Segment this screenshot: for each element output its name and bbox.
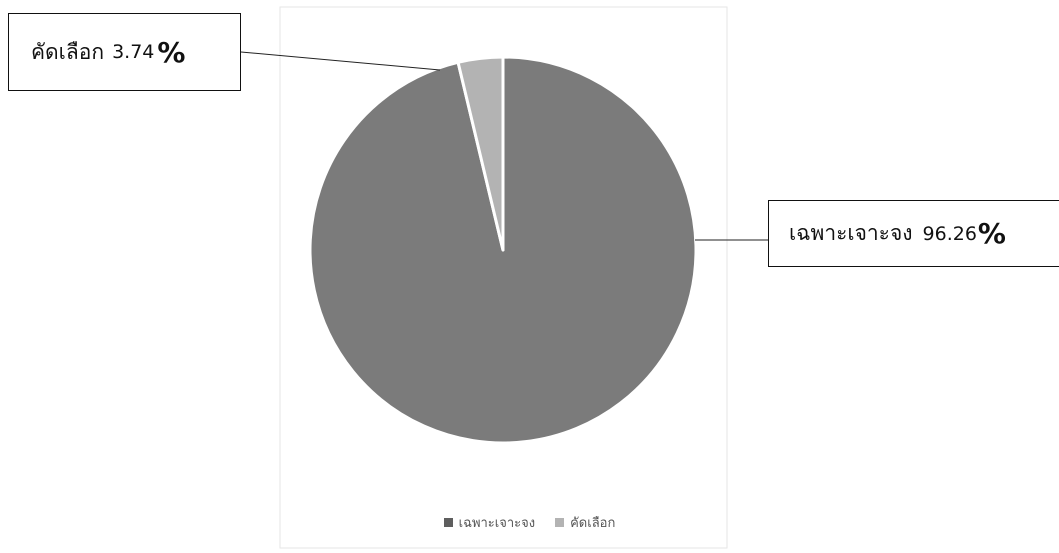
- legend-item-specific: เฉพาะเจาะจง: [443, 512, 536, 533]
- leader-line-left: [240, 51, 441, 71]
- chart-legend: เฉพาะเจาะจง คัดเลือก: [0, 512, 1059, 533]
- legend-swatch: [443, 518, 453, 527]
- legend-label: คัดเลือก: [570, 516, 616, 531]
- callout-value: 96.26: [922, 222, 977, 245]
- callout-category-name: คัดเลือก: [31, 39, 105, 64]
- pie-slice-selective: [456, 55, 505, 252]
- data-label-callout-selective: คัดเลือก 3.74 %: [8, 13, 241, 91]
- callout-value: 3.74: [112, 41, 155, 63]
- callout-percent-sign: %: [977, 217, 1006, 250]
- callout-percent-sign: %: [157, 35, 186, 69]
- legend-item-selective: คัดเลือก: [555, 512, 615, 533]
- callout-category-name: เฉพาะเจาะจง: [789, 221, 913, 245]
- data-label-callout-specific: เฉพาะเจาะจง 96.26 %: [768, 200, 1059, 267]
- legend-swatch: [555, 518, 565, 527]
- plot-area-frame: [279, 6, 728, 549]
- legend-label: เฉพาะเจาะจง: [458, 516, 536, 531]
